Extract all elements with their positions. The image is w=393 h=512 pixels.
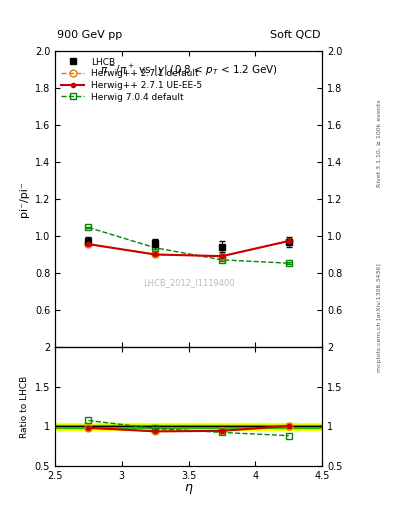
X-axis label: $\eta$: $\eta$ — [184, 482, 193, 496]
Text: mcplots.cern.ch [arXiv:1306.3436]: mcplots.cern.ch [arXiv:1306.3436] — [377, 263, 382, 372]
Y-axis label: Ratio to LHCB: Ratio to LHCB — [20, 375, 29, 438]
Bar — [55, 423, 322, 430]
Text: $\pi^-/\pi^+$ vs $|y|$ (0.8 < $p_T$ < 1.2 GeV): $\pi^-/\pi^+$ vs $|y|$ (0.8 < $p_T$ < 1.… — [100, 63, 277, 78]
Y-axis label: pi⁻/pi⁻: pi⁻/pi⁻ — [19, 181, 29, 217]
Legend: LHCB, Herwig++ 2.7.1 default, Herwig++ 2.7.1 UE-EE-5, Herwig 7.0.4 default: LHCB, Herwig++ 2.7.1 default, Herwig++ 2… — [59, 56, 204, 103]
Text: 900 GeV pp: 900 GeV pp — [57, 30, 122, 40]
Text: Soft QCD: Soft QCD — [270, 30, 320, 40]
Bar — [55, 424, 322, 428]
Text: LHCB_2012_I1119400: LHCB_2012_I1119400 — [143, 278, 234, 287]
Text: Rivet 3.1.10, ≥ 100k events: Rivet 3.1.10, ≥ 100k events — [377, 99, 382, 187]
